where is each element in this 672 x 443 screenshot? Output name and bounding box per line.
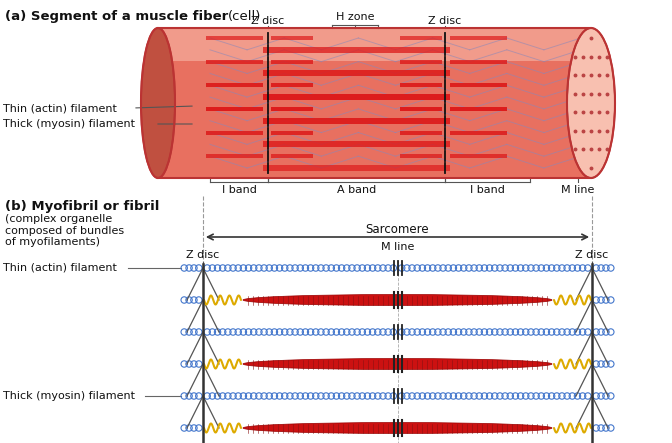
Bar [206,154,263,158]
Text: (a) Segment of a muscle fiber: (a) Segment of a muscle fiber [5,10,228,23]
Text: I band: I band [470,185,505,195]
Bar [263,141,450,148]
Bar [263,94,450,100]
Text: Z disc: Z disc [575,250,609,260]
Bar [263,47,450,53]
Bar [400,83,442,87]
Text: Thin (actin) filament: Thin (actin) filament [3,263,117,273]
Bar [206,131,263,135]
Bar [450,107,507,111]
Bar [271,36,313,40]
Bar [263,70,450,77]
Text: Sarcomere: Sarcomere [366,223,429,236]
Text: H zone: H zone [336,12,374,22]
Bar [400,131,442,135]
Bar [206,36,263,40]
Bar [263,118,450,124]
Bar [271,60,313,64]
Bar [450,131,507,135]
Bar [271,154,313,158]
Text: Thin (actin) filament: Thin (actin) filament [3,103,117,113]
Text: I band: I band [222,185,257,195]
Text: (complex organelle
composed of bundles
of myofilaments): (complex organelle composed of bundles o… [5,214,124,247]
Bar [400,60,442,64]
Bar [206,60,263,64]
Bar [271,107,313,111]
Ellipse shape [243,358,552,369]
Bar [400,107,442,111]
Bar [450,154,507,158]
Ellipse shape [243,423,552,434]
Bar [263,165,450,171]
Text: (cell): (cell) [228,10,261,23]
Ellipse shape [141,28,175,178]
Bar [400,154,442,158]
Text: Z disc: Z disc [251,16,285,26]
Text: Thick (myosin) filament: Thick (myosin) filament [3,391,135,401]
Bar [271,131,313,135]
Bar [206,107,263,111]
Text: Z disc: Z disc [186,250,220,260]
Bar [400,36,442,40]
Bar [450,36,507,40]
Bar [271,83,313,87]
Ellipse shape [567,28,615,178]
Text: A band: A band [337,185,376,195]
Text: Z disc: Z disc [428,16,462,26]
Bar [450,60,507,64]
Bar [158,28,591,61]
Text: M line: M line [381,242,414,252]
Text: M line: M line [561,185,595,195]
Text: (b) Myofibril or fibril: (b) Myofibril or fibril [5,200,159,213]
Ellipse shape [243,295,552,306]
Text: Thick (myosin) filament: Thick (myosin) filament [3,119,135,129]
Bar [450,83,507,87]
Bar [158,28,591,178]
Bar [206,83,263,87]
